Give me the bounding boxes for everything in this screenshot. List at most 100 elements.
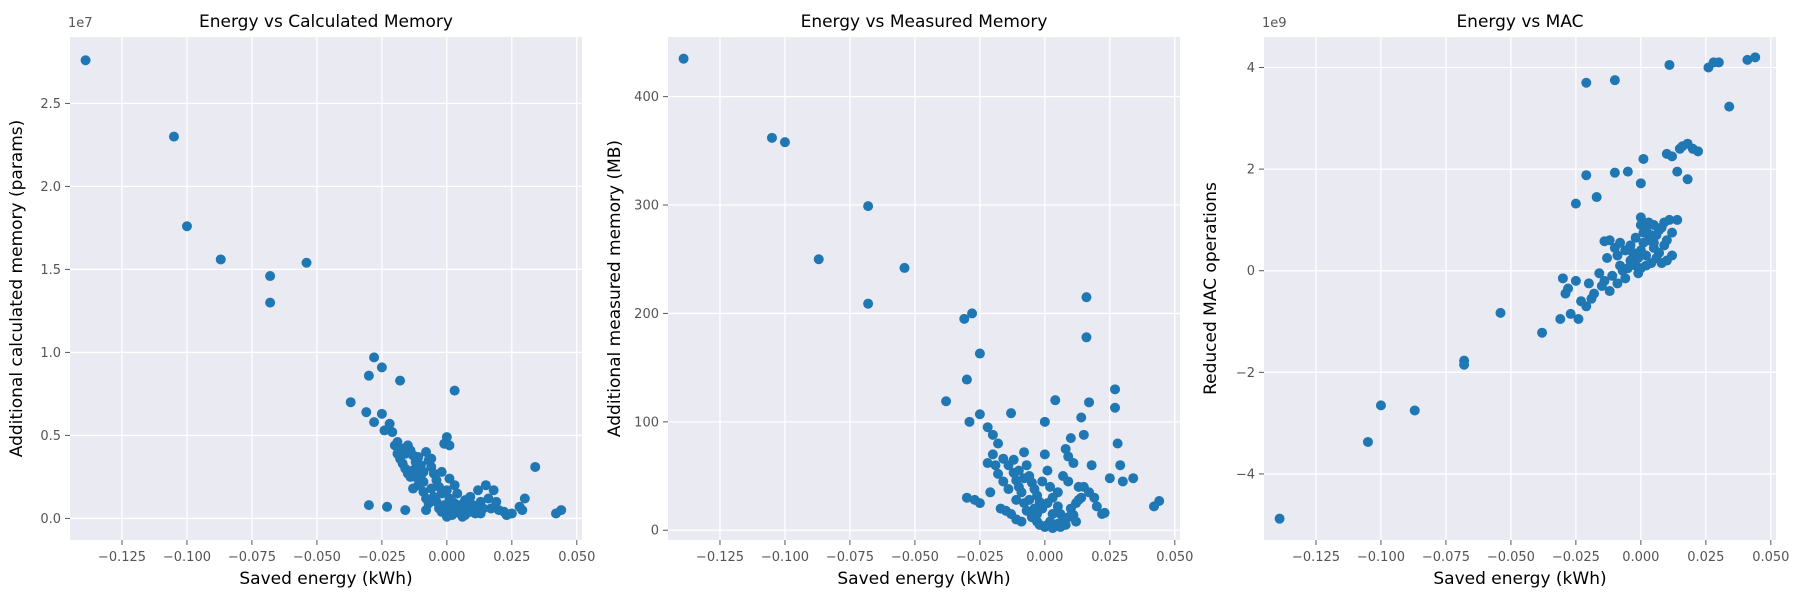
data-point xyxy=(863,201,874,212)
data-point xyxy=(361,407,372,418)
data-point xyxy=(1084,397,1095,408)
grid-calculated-memory xyxy=(70,37,582,540)
x-ticks-mac: −0.125 −0.100 −0.075 −0.050 −0.025 0.000 0.025… xyxy=(1292,540,1789,565)
data-point xyxy=(964,416,975,427)
data-point xyxy=(1016,487,1027,498)
data-point xyxy=(382,501,393,512)
data-point xyxy=(369,352,380,363)
data-point xyxy=(168,131,179,142)
data-point xyxy=(436,466,447,477)
data-point xyxy=(863,298,874,309)
data-point xyxy=(1003,484,1014,495)
data-point xyxy=(1615,237,1626,248)
x-tick-label: −0.050 xyxy=(891,550,939,565)
data-point xyxy=(1607,270,1618,281)
data-point xyxy=(1063,476,1074,487)
data-point xyxy=(961,492,972,503)
data-point xyxy=(1154,495,1165,506)
data-point xyxy=(961,374,972,385)
data-point xyxy=(181,221,192,232)
data-point xyxy=(1375,400,1386,411)
data-point xyxy=(990,460,1001,471)
data-point xyxy=(1555,313,1566,324)
data-point xyxy=(1032,508,1043,519)
x-axis-label-measured-memory: Saved energy (kWh) xyxy=(837,569,1010,589)
panel-title-measured-memory: Energy vs Measured Memory xyxy=(801,12,1048,32)
data-point xyxy=(678,53,689,64)
data-point xyxy=(395,375,406,386)
x-tick-label: −0.125 xyxy=(1292,550,1340,565)
y-tick-label: 1.5 xyxy=(40,263,61,278)
data-point xyxy=(959,313,970,324)
data-point xyxy=(428,491,439,502)
data-point xyxy=(1019,498,1030,509)
data-point xyxy=(1664,59,1675,70)
y-tick-label: 0 xyxy=(1247,264,1255,279)
data-point xyxy=(1635,219,1646,230)
y-tick-label: 100 xyxy=(634,415,659,430)
x-tick-label: 0.050 xyxy=(1156,550,1193,565)
data-point xyxy=(1586,293,1597,304)
x-tick-label: −0.075 xyxy=(228,550,276,565)
x-tick-label: −0.100 xyxy=(1357,550,1405,565)
y-axis-label-calculated-memory: Additional calculated memory (params) xyxy=(7,120,27,458)
plot-area-mac xyxy=(1264,37,1776,540)
data-point xyxy=(1019,447,1030,458)
data-point xyxy=(1052,487,1063,498)
plot-area-measured-memory xyxy=(668,37,1180,540)
grid-mac xyxy=(1264,37,1776,540)
y-tick-label: 2 xyxy=(1247,163,1255,178)
data-point xyxy=(941,396,952,407)
data-point xyxy=(408,483,419,494)
data-point xyxy=(447,496,458,507)
data-point xyxy=(1021,460,1032,471)
data-point xyxy=(1596,280,1607,291)
data-point xyxy=(1672,214,1683,225)
data-point xyxy=(1625,240,1636,251)
data-point xyxy=(1581,301,1592,312)
data-point xyxy=(519,493,530,504)
x-tick-label: −0.125 xyxy=(696,550,744,565)
data-point xyxy=(1060,443,1071,454)
data-point xyxy=(985,487,996,498)
y-tick-label: 0.5 xyxy=(40,429,61,444)
x-ticks-measured-memory: −0.125 −0.100 −0.075 −0.050 −0.025 0.000 0.025… xyxy=(696,540,1193,565)
data-point xyxy=(452,488,463,499)
x-tick-label: −0.025 xyxy=(956,550,1004,565)
x-axis-label-mac: Saved energy (kWh) xyxy=(1433,569,1606,589)
data-point xyxy=(1557,273,1568,284)
data-point xyxy=(1076,412,1087,423)
y-tick-label: 2.5 xyxy=(40,97,61,112)
data-point xyxy=(462,498,473,509)
data-point xyxy=(982,422,993,433)
data-point xyxy=(441,432,452,443)
data-point xyxy=(1664,214,1675,225)
data-point xyxy=(1646,230,1657,241)
data-point xyxy=(974,409,985,420)
data-point xyxy=(80,55,91,66)
data-point xyxy=(1110,402,1121,413)
data-point xyxy=(408,465,419,476)
data-point xyxy=(1635,178,1646,189)
data-point xyxy=(1078,429,1089,440)
data-point xyxy=(449,385,460,396)
data-point xyxy=(1604,235,1615,246)
data-point xyxy=(987,449,998,460)
x-tick-label: −0.075 xyxy=(826,550,874,565)
y-tick-label: 200 xyxy=(634,307,659,322)
y-axis-label-mac: Reduced MAC operations xyxy=(1201,182,1221,395)
data-point xyxy=(899,262,910,273)
x-tick-label: −0.050 xyxy=(293,550,341,565)
data-point xyxy=(1635,212,1646,223)
data-point xyxy=(1570,198,1581,209)
data-point xyxy=(426,483,437,494)
data-point xyxy=(384,418,395,429)
data-point xyxy=(1099,507,1110,518)
data-point xyxy=(998,476,1009,487)
data-point xyxy=(363,500,374,511)
data-point xyxy=(1672,166,1683,177)
data-point xyxy=(1091,501,1102,512)
data-point xyxy=(1104,473,1115,484)
data-point xyxy=(1638,153,1649,164)
data-point xyxy=(1654,225,1665,236)
